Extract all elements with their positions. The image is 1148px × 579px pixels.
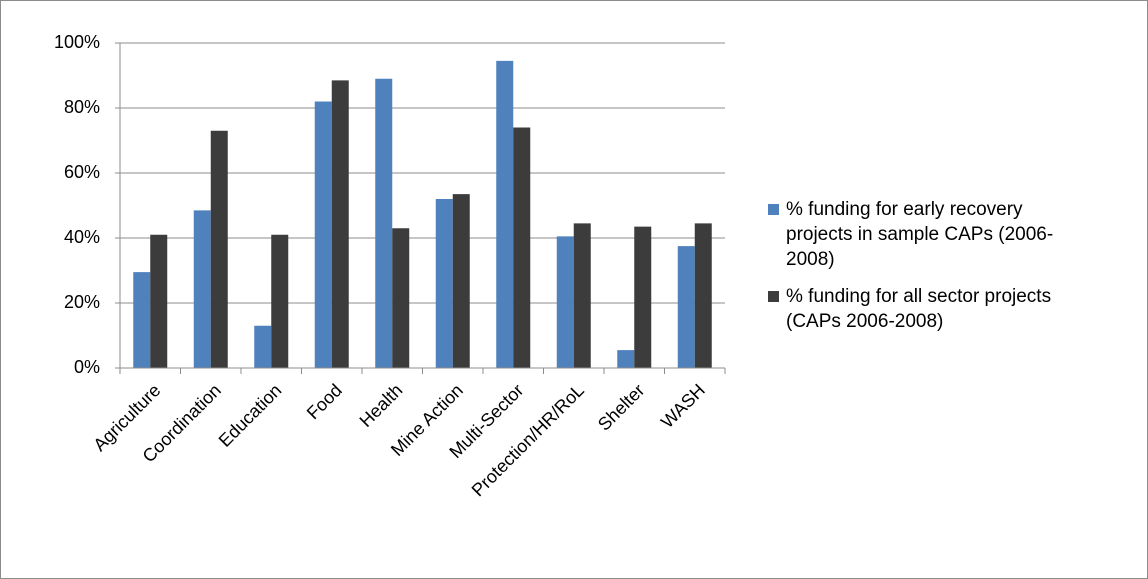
y-tick-label: 60%: [64, 162, 100, 182]
y-tick-label: 20%: [64, 292, 100, 312]
bar: [210, 130, 228, 368]
bar: [331, 80, 349, 368]
x-tick-label: WASH: [657, 380, 709, 432]
bar: [254, 325, 272, 368]
bar: [634, 226, 652, 368]
x-tick-label: Education: [215, 380, 286, 451]
legend: % funding for early recovery projects in…: [768, 197, 1086, 346]
bar: [694, 223, 712, 368]
y-tick-label: 40%: [64, 227, 100, 247]
bar: [392, 228, 410, 368]
bar: [556, 236, 574, 368]
legend-label: % funding for early recovery projects in…: [786, 199, 1054, 270]
bar: [375, 78, 393, 368]
bar: [133, 272, 151, 368]
y-tick-label: 100%: [54, 32, 100, 52]
bar: [617, 350, 635, 368]
legend-label: % funding for all sector projects (CAPs …: [786, 286, 1052, 332]
bar: [677, 246, 695, 368]
x-tick-label: Protection/HR/RoL: [468, 380, 588, 500]
bar: [435, 199, 453, 368]
bar: [314, 101, 332, 368]
bar: [513, 127, 531, 368]
bar: [452, 194, 470, 368]
legend-item: % funding for early recovery projects in…: [768, 197, 1086, 272]
bar: [193, 210, 211, 368]
legend-item: % funding for all sector projects (CAPs …: [768, 284, 1086, 334]
x-tick-label: Health: [356, 380, 407, 431]
x-tick-label: Shelter: [594, 380, 648, 434]
legend-swatch: [768, 204, 779, 215]
bar: [573, 223, 591, 368]
legend-swatch: [768, 291, 779, 302]
bar: [496, 60, 514, 368]
y-tick-label: 0%: [74, 357, 100, 377]
bar: [271, 234, 289, 368]
y-tick-label: 80%: [64, 97, 100, 117]
bar: [150, 234, 168, 368]
x-tick-label: Food: [303, 380, 346, 423]
